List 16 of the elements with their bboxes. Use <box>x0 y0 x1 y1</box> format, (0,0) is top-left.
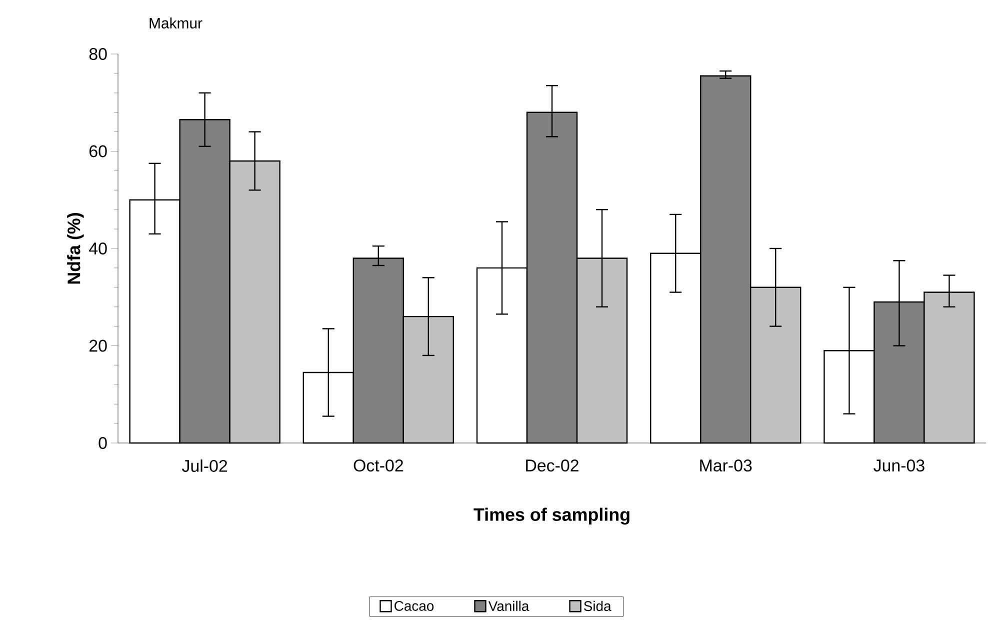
legend-label: Sida <box>584 600 612 612</box>
y-axis-title: Ndfa (%) <box>67 213 84 284</box>
y-tick-label: 20 <box>90 340 107 352</box>
chart-title: Makmur <box>150 18 202 28</box>
y-tick-label: 60 <box>90 145 107 158</box>
x-tick-label: Mar-03 <box>700 460 752 472</box>
x-tick-label: Oct-02 <box>354 460 403 472</box>
x-tick-label: Jun-03 <box>874 460 924 472</box>
legend-label: Vanilla <box>488 600 530 612</box>
x-tick-label: Dec-02 <box>526 460 578 472</box>
x-axis-title: Times of sampling <box>474 508 630 525</box>
y-tick-label: 0 <box>98 436 107 449</box>
legend-label: Cacao <box>394 601 434 611</box>
y-tick-label: 40 <box>89 242 107 254</box>
x-tick-label: Jul-02 <box>182 460 228 472</box>
y-tick-label: 80 <box>89 48 107 60</box>
